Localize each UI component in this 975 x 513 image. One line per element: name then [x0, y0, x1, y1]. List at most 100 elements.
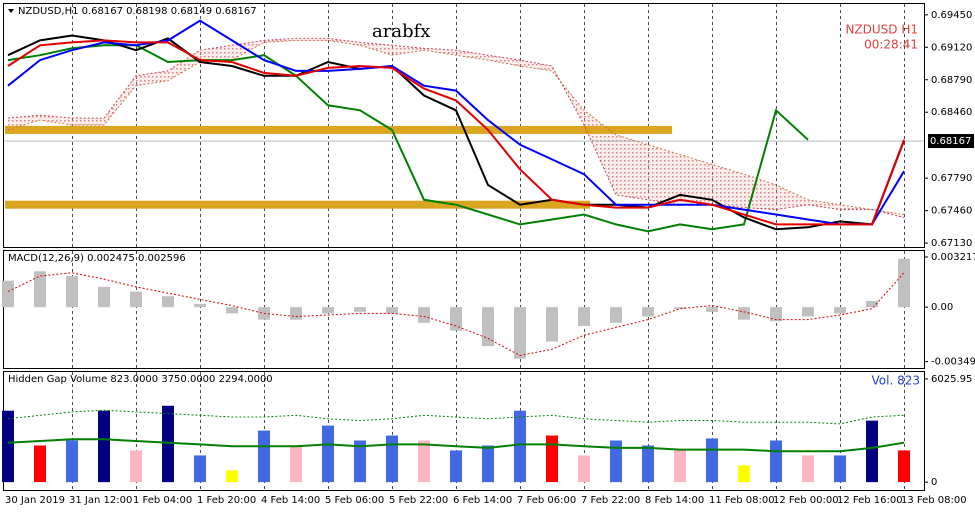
y-tick-label: -0.003494 [931, 357, 975, 368]
bar [610, 440, 622, 483]
bar [130, 450, 142, 483]
macd-title: MACD(12,26,9) 0.002475 0.002596 [8, 253, 186, 264]
volume-label: Vol. 823 [872, 374, 921, 388]
bar [482, 307, 494, 347]
bar [866, 300, 878, 308]
bar [706, 438, 718, 483]
bar [898, 258, 910, 308]
x-tick-label: 13 Feb 08:00 [901, 495, 967, 506]
bar [610, 307, 622, 323]
x-tick-label: 12 Feb 16:00 [837, 495, 903, 506]
bar [66, 275, 78, 308]
bar [898, 450, 910, 483]
x-tick-label: 1 Feb 04:00 [133, 495, 192, 506]
cloud-tint [8, 38, 904, 218]
bar [482, 445, 494, 483]
y-tick-label: 0.68460 [931, 107, 972, 118]
watermark: arabfx [372, 21, 430, 42]
bar [322, 425, 334, 483]
bar [34, 271, 46, 308]
bar [322, 307, 334, 314]
bar [450, 307, 462, 331]
y-tick-label: 0.69450 [931, 10, 972, 21]
x-tick-label: 4 Feb 14:00 [261, 495, 320, 506]
bar [354, 307, 366, 312]
price-box [928, 134, 974, 149]
bar [642, 307, 654, 317]
bar [546, 435, 558, 483]
bar [674, 307, 686, 309]
countdown: 00:28:41 [864, 38, 918, 52]
bar [418, 307, 430, 323]
indicator-line [7, 39, 905, 215]
bar [354, 440, 366, 483]
bar [418, 440, 430, 483]
bar [802, 455, 814, 483]
indicator-line [7, 409, 905, 425]
x-tick-label: 7 Feb 22:00 [581, 495, 640, 506]
level-band [5, 200, 590, 209]
bar [98, 286, 110, 308]
bar [2, 410, 14, 483]
bar [802, 307, 814, 317]
y-tick-label: 0.67460 [931, 206, 972, 217]
bar [674, 450, 686, 483]
bar [290, 307, 302, 320]
bar [162, 296, 174, 308]
x-tick-label: 6 Feb 14:00 [453, 495, 512, 506]
bar [770, 440, 782, 483]
bar [386, 307, 398, 314]
bar [98, 410, 110, 483]
bar [578, 455, 590, 483]
bar [258, 430, 270, 483]
x-tick-label: 5 Feb 22:00 [389, 495, 448, 506]
volume-title: Hidden Gap Volume 823.0000 3750.0000 229… [8, 374, 273, 385]
indicator-line [7, 272, 905, 357]
chart-title: NZDUSD,H1 0.68167 0.68198 0.68149 0.6816… [18, 6, 257, 17]
bar [738, 307, 750, 320]
bar [162, 405, 174, 483]
bar [834, 455, 846, 483]
bar [706, 307, 718, 312]
bar [642, 445, 654, 483]
bar [770, 307, 782, 322]
bar [738, 465, 750, 483]
bar [194, 304, 206, 308]
main-panel [3, 3, 925, 248]
bar [226, 307, 238, 314]
bar [34, 445, 46, 483]
x-tick-label: 5 Feb 06:00 [325, 495, 384, 506]
indicator-line [7, 37, 905, 218]
y-tick-label: 0.003217 [931, 252, 975, 263]
bar [866, 420, 878, 483]
y-tick-label: 0.69120 [931, 42, 972, 53]
y-tick-label: 0.67130 [931, 238, 972, 249]
x-tick-label: 7 Feb 06:00 [517, 495, 576, 506]
indicator-line [7, 438, 905, 453]
x-tick-label: 1 Feb 20:00 [197, 495, 256, 506]
bar [514, 410, 526, 483]
cloud [8, 38, 904, 218]
symbol-label: NZDUSD H1 [845, 23, 918, 37]
bar [386, 435, 398, 483]
bar [834, 307, 846, 314]
bar [578, 307, 590, 326]
menu-arrow[interactable] [8, 9, 14, 13]
x-tick-label: 11 Feb 08:00 [709, 495, 775, 506]
y-tick-label: 6025.95 [931, 374, 972, 385]
macd-panel [3, 250, 925, 369]
level-band [5, 125, 672, 134]
bar [2, 280, 14, 308]
bar [130, 291, 142, 308]
y-tick-label: 0 [931, 477, 937, 488]
x-tick-label: 12 Feb 00:00 [773, 495, 839, 506]
bar [450, 450, 462, 483]
bar [194, 455, 206, 483]
y-tick-label: 0.68790 [931, 75, 972, 86]
bar [226, 470, 238, 483]
y-tick-label: 0.67790 [931, 173, 972, 184]
y-tick-label: 0.00 [931, 302, 953, 313]
x-tick-label: 8 Feb 14:00 [645, 495, 704, 506]
price-label: 0.68167 [930, 136, 971, 147]
